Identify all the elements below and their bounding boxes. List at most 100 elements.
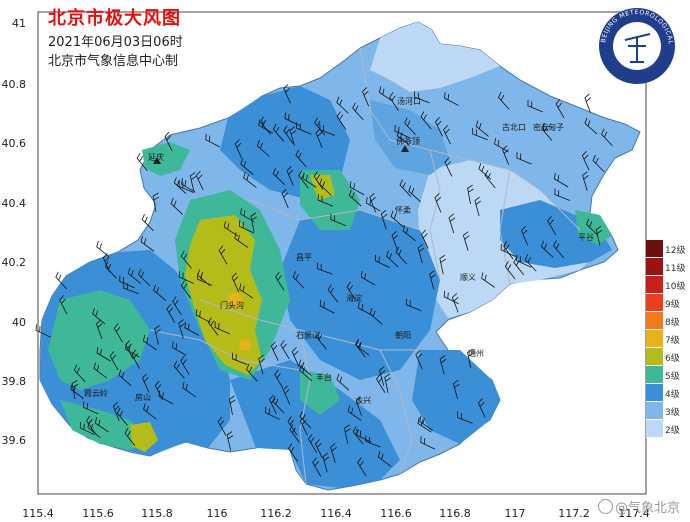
wind-barb — [500, 243, 516, 257]
wind-barb — [369, 308, 383, 325]
y-tick-label: 40.8 — [1, 78, 27, 91]
x-tick-label: 116.4 — [320, 507, 352, 520]
wind-barb — [414, 91, 430, 104]
legend-swatch — [646, 294, 663, 312]
wind-barb — [420, 111, 432, 130]
wind-barb — [527, 99, 543, 113]
wind-barb — [123, 282, 139, 295]
wind-barb — [417, 417, 432, 433]
wind-barb — [231, 272, 240, 293]
wind-barb — [327, 284, 339, 303]
wind-barb — [601, 128, 613, 147]
zone-level5-w — [48, 290, 150, 390]
wind-barb — [497, 91, 510, 110]
wind-barb — [70, 383, 84, 399]
wind-barb — [355, 338, 366, 358]
wind-barb — [258, 354, 265, 375]
y-tick-label: 40.2 — [1, 256, 27, 269]
wind-barb — [292, 271, 305, 289]
wind-barb — [218, 245, 228, 265]
wind-barb — [136, 152, 148, 171]
wind-barb — [154, 325, 161, 345]
wind-barb — [319, 299, 335, 314]
wind-barb — [112, 401, 120, 422]
zone-level5-sw — [60, 400, 150, 450]
legend-label: 5级 — [665, 372, 680, 382]
wind-barb — [73, 364, 86, 383]
legend-swatch — [646, 312, 663, 330]
wind-barb — [319, 178, 332, 196]
wind-barb — [384, 373, 391, 394]
wind-barb — [178, 319, 185, 339]
wind-barb — [284, 112, 300, 126]
wind-barb — [287, 416, 298, 435]
wind-barb — [365, 197, 381, 212]
station-label: 密云 — [533, 123, 549, 132]
x-tick-label: 115.4 — [22, 507, 54, 520]
wind-barb — [376, 374, 386, 393]
wind-barb — [205, 133, 221, 148]
wind-barb — [142, 334, 157, 351]
wind-barb — [377, 451, 392, 467]
wind-barb — [404, 117, 416, 136]
wind-barb — [541, 123, 553, 141]
wind-barb — [389, 92, 399, 111]
wind-barb — [35, 324, 51, 338]
wind-barb — [226, 431, 234, 451]
station-label: 石景山 — [296, 331, 320, 340]
wind-barb — [102, 253, 111, 273]
wind-barb — [272, 123, 285, 142]
wind-barb — [178, 271, 194, 284]
zone-level7-b — [239, 339, 251, 351]
wind-barb — [317, 262, 333, 275]
wind-barb — [275, 271, 285, 291]
station-label: 房山 — [135, 393, 151, 402]
wind-barb — [420, 436, 436, 450]
wind-barb — [452, 379, 460, 400]
wind-barb — [256, 140, 270, 157]
wind-barb — [478, 163, 492, 180]
wind-barb — [439, 355, 447, 375]
zone-level6-n — [310, 175, 335, 200]
legend-item: 4级 — [646, 384, 686, 402]
wind-barb — [153, 284, 167, 301]
wind-barb — [408, 185, 421, 203]
wind-barb — [164, 131, 173, 152]
zone-level5-nw — [142, 142, 190, 176]
wind-barb — [288, 443, 299, 462]
wind-barb — [280, 340, 290, 359]
legend-swatch — [646, 402, 663, 420]
wind-barb — [95, 319, 103, 339]
wind-barb — [356, 428, 372, 443]
zone-level4-s — [230, 360, 400, 488]
wind-barb — [513, 256, 525, 276]
wind-barb — [595, 225, 603, 246]
wind-barb — [520, 226, 528, 246]
wind-barb — [385, 250, 399, 268]
wind-barb — [352, 102, 364, 121]
wind-barb — [83, 401, 99, 415]
wind-barb — [265, 406, 281, 420]
wind-barb — [79, 422, 95, 436]
legend-item: 9级 — [646, 294, 686, 312]
wind-barb — [272, 395, 285, 414]
wind-barb — [295, 149, 307, 168]
x-tick-label: 115.8 — [141, 507, 173, 520]
legend-label: 4级 — [665, 390, 680, 400]
wind-barb — [246, 363, 258, 382]
wind-barb — [124, 427, 136, 447]
station-label: 怀柔 — [395, 206, 411, 215]
zone-level4-mid — [370, 100, 450, 175]
wind-barb — [443, 125, 451, 145]
y-tick-label: 39.8 — [1, 375, 27, 388]
wind-barb — [421, 229, 429, 249]
wind-barb — [415, 350, 423, 370]
wind-barb — [87, 421, 101, 438]
wind-barb — [553, 240, 565, 259]
wind-barb — [346, 281, 357, 301]
wind-barb — [171, 341, 187, 356]
wind-barb — [457, 411, 473, 424]
legend-label: 10级 — [665, 282, 686, 292]
